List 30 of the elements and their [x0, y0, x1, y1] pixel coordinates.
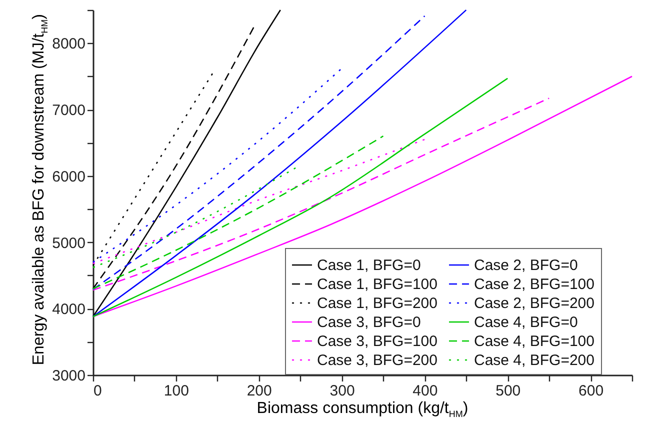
legend-label: Case 1, BFG=100 [317, 276, 438, 293]
x-tick-label: 200 [246, 382, 272, 400]
legend-label: Case 3, BFG=200 [317, 352, 438, 369]
legend-label: Case 4, BFG=100 [474, 333, 594, 350]
legend-label: Case 2, BFG=100 [474, 276, 594, 293]
y-tick-label: 6000 [52, 168, 86, 186]
legend-label: Case 2, BFG=0 [474, 257, 578, 274]
legend-label: Case 1, BFG=200 [317, 295, 438, 312]
x-tick-label: 600 [578, 382, 604, 400]
x-tick-label: 500 [496, 382, 521, 400]
y-tick-label: 3000 [52, 368, 86, 384]
line-series [92, 9, 282, 318]
y-tick-label: 4000 [52, 301, 86, 318]
x-tick-label: 100 [164, 382, 189, 400]
y-tick-label: 7000 [52, 102, 86, 120]
legend-label: Case 4, BFG=200 [474, 352, 594, 369]
y-tick-label: 8000 [52, 36, 86, 53]
legend-label: Case 3, BFG=0 [317, 314, 421, 331]
x-tick-label: 400 [412, 382, 438, 400]
legend-label: Case 3, BFG=100 [317, 333, 438, 350]
legend-label: Case 2, BFG=200 [474, 295, 594, 312]
legend-label: Case 1, BFG=0 [317, 257, 421, 274]
line-series [92, 9, 467, 318]
line-series [92, 78, 508, 318]
line-series [92, 76, 633, 318]
legend-label: Case 4, BFG=0 [474, 314, 578, 331]
x-tick-label: 300 [330, 382, 355, 400]
x-tick-label: 0 [94, 382, 102, 400]
x-axis-title: Biomass consumption (kg/t$_{HM}$) [256, 400, 470, 420]
y-tick-label: 5000 [52, 234, 86, 252]
